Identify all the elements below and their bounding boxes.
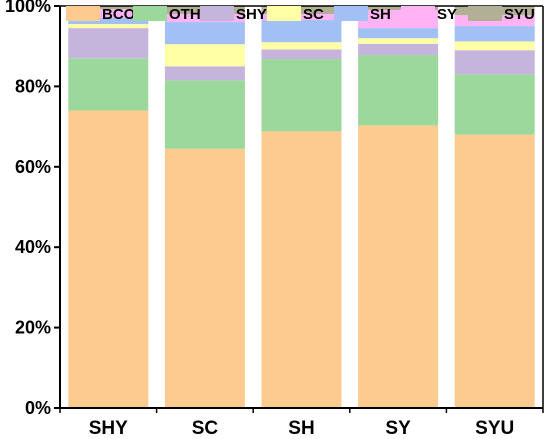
bar-segment-shy-bco	[68, 110, 149, 409]
bar-segment-shy-shy	[68, 28, 149, 59]
bar-segment-sy-sh	[358, 28, 439, 39]
x-tick-label: SYU	[475, 418, 514, 439]
bars-layer	[68, 6, 535, 409]
legend-swatch-shy	[200, 6, 234, 21]
bar-segment-syu-bco	[454, 134, 535, 408]
bar-segment-syu-sc	[454, 41, 535, 51]
bar-segment-sh-sy	[261, 14, 342, 21]
bar-segment-syu-shy	[454, 50, 535, 75]
legend-swatch-sc	[267, 6, 301, 21]
bar-segment-sh-oth	[261, 59, 342, 132]
bar-segment-sh-bco	[261, 131, 342, 409]
bar-segment-syu-oth	[454, 74, 535, 135]
legend-label-syu: SYU	[504, 6, 535, 23]
legend-label-bco: BCO	[102, 6, 136, 23]
bar-segment-shy-sc	[68, 24, 149, 29]
bar-segment-sc-shy	[164, 66, 245, 81]
legend-label-sh: SH	[370, 6, 391, 23]
y-tick-label: 60%	[15, 157, 51, 177]
bar-segment-syu-sh	[454, 26, 535, 42]
bar-segment-sh-syu	[261, 6, 342, 15]
y-tick-label: 20%	[15, 318, 51, 338]
y-tick-label: 80%	[15, 76, 51, 96]
bar-segment-sh-sh	[261, 20, 342, 43]
legend-swatch-sy	[401, 6, 435, 21]
bar-segment-shy-sy	[68, 9, 149, 19]
legend-swatch-syu	[468, 6, 502, 21]
bar-segment-sy-sc	[358, 38, 439, 44]
legend-label-shy: SHY	[236, 6, 267, 23]
y-tick-label: 0%	[25, 398, 51, 418]
bar-segment-sy-bco	[358, 125, 439, 408]
legend-swatch-bco	[66, 6, 100, 21]
bar-segment-sc-sh	[164, 22, 245, 45]
bar-segment-sy-syu	[358, 6, 439, 11]
legend-swatch-sh	[334, 6, 368, 21]
x-tick-label: SY	[385, 418, 411, 439]
legend-label-sy: SY	[437, 6, 457, 23]
legend-label-oth: OTH	[169, 6, 201, 23]
bar-segment-sy-shy	[358, 43, 439, 56]
bar-segment-shy-sh	[68, 18, 149, 25]
legend-swatch-oth	[133, 6, 167, 21]
legend-label-sc: SC	[303, 6, 324, 23]
x-tick-label: SHY	[89, 418, 128, 439]
legend: BCO OTH SHY SC SH SY SYU	[66, 6, 535, 23]
x-tick-label: SC	[192, 418, 219, 439]
bar-segment-sc-oth	[164, 80, 245, 149]
bar-segment-shy-syu	[68, 6, 149, 10]
y-tick-label: 100%	[5, 0, 51, 16]
x-tick-label: SH	[288, 418, 314, 439]
bar-segment-shy-oth	[68, 58, 149, 111]
y-tick-label: 40%	[15, 237, 51, 257]
axes-layer: SHY SC SH SY SYU 0% 20% 40% 60% 80% 100%	[5, 0, 544, 439]
bar-segment-sy-oth	[358, 55, 439, 126]
bar-segment-sh-shy	[261, 49, 342, 60]
bar-segment-sh-sc	[261, 42, 342, 50]
bar-segment-sc-bco	[164, 148, 245, 408]
bar-segment-sc-sc	[164, 44, 245, 67]
